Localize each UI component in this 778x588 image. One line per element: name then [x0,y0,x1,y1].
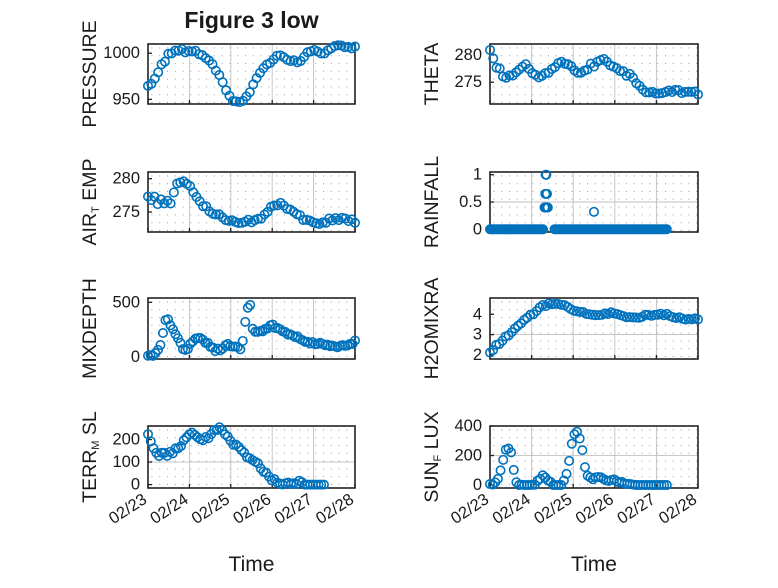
svg-text:4: 4 [473,305,482,323]
svg-text:500: 500 [112,293,140,311]
svg-text:100: 100 [112,453,140,471]
svg-text:280: 280 [454,46,482,64]
svg-text:0: 0 [473,220,482,238]
svg-text:275: 275 [112,203,140,221]
svg-text:Figure 3 low: Figure 3 low [184,7,318,33]
svg-text:MIXDEPTH: MIXDEPTH [79,278,101,379]
svg-text:PRESSURE: PRESSURE [79,20,101,127]
svg-text:Time: Time [571,553,617,576]
svg-text:RAINFALL: RAINFALL [421,156,443,248]
svg-text:1000: 1000 [103,44,140,62]
svg-text:0.5: 0.5 [459,193,482,211]
svg-text:AIRT EMP: AIRT EMP [79,159,102,246]
svg-text:H2OMIXRA: H2OMIXRA [421,278,443,380]
svg-text:Time: Time [229,553,275,576]
svg-text:200: 200 [454,447,482,465]
svg-text:950: 950 [112,90,140,108]
svg-text:280: 280 [112,170,140,188]
svg-text:1: 1 [473,166,482,184]
svg-text:TERRM SL: TERRM SL [79,411,102,503]
svg-text:3: 3 [473,326,482,344]
svg-text:2: 2 [473,346,482,364]
svg-text:200: 200 [112,431,140,449]
svg-text:THETA: THETA [421,43,443,105]
svg-text:400: 400 [454,417,482,435]
svg-text:275: 275 [454,73,482,91]
svg-text:0: 0 [131,348,140,366]
